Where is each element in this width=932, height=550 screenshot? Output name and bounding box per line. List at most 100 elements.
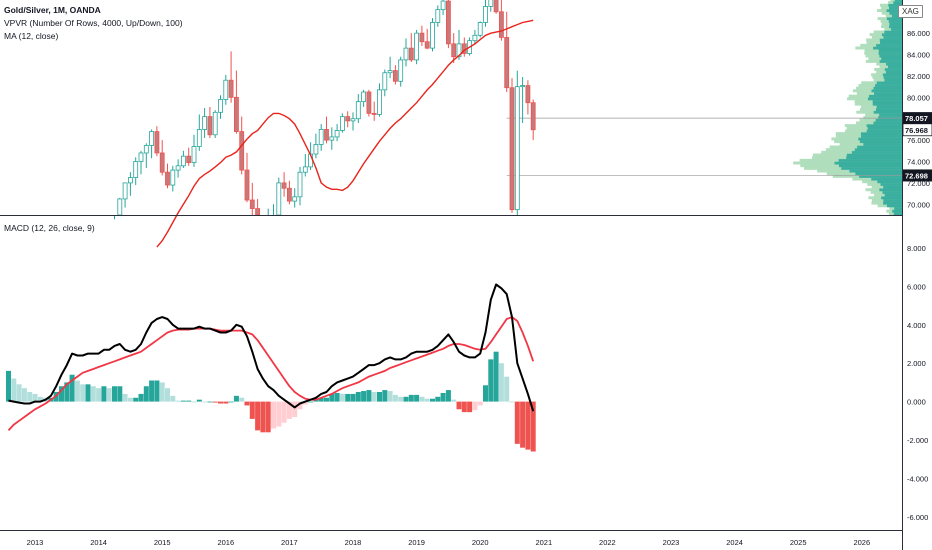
- volume-profile-up-row: [846, 156, 902, 160]
- price-axis-label: 70.000: [907, 200, 930, 209]
- candle-body: [483, 6, 488, 23]
- vpvr-legend[interactable]: VPVR (Number Of Rows, 4000, Up/Down, 100…: [4, 18, 183, 28]
- time-axis-label: 2019: [408, 538, 425, 547]
- time-axis-label: 2018: [345, 538, 362, 547]
- volume-profile-up-row: [884, 67, 902, 71]
- candle-body: [525, 85, 531, 104]
- volume-profile-up-row: [834, 161, 902, 165]
- symbol-legend[interactable]: Gold/Silver, 1M, OANDA: [4, 5, 101, 15]
- volume-profile-up-row: [854, 148, 902, 152]
- macd-histogram-bar: [461, 401, 467, 413]
- volume-profile-up-row: [866, 124, 902, 128]
- candle-body: [196, 129, 202, 147]
- macd-histogram-bar: [218, 401, 223, 404]
- macd-histogram-bar: [223, 401, 229, 404]
- volume-profile-up-row: [866, 129, 902, 133]
- volume-profile-up-row: [860, 134, 902, 138]
- macd-histogram-bar: [180, 400, 186, 402]
- candle-body: [324, 129, 329, 141]
- macd-histogram-bar: [228, 401, 234, 403]
- macd-histogram-bar: [276, 401, 282, 427]
- macd-histogram-bar: [143, 386, 149, 402]
- macd-legend[interactable]: MACD (12, 26, close, 9): [4, 223, 95, 233]
- time-axis-label: 2015: [154, 538, 171, 547]
- candle-body: [239, 131, 245, 171]
- volume-profile-up-row: [873, 86, 902, 90]
- macd-histogram-bar: [509, 401, 515, 403]
- macd-histogram-bar: [27, 392, 33, 402]
- macd-histogram-bar: [297, 401, 303, 410]
- price-axis-label: 76.000: [907, 136, 930, 145]
- macd-histogram-bar: [239, 397, 245, 402]
- macd-histogram-bar: [504, 376, 510, 402]
- volume-profile-up-row: [886, 17, 902, 21]
- macd-histogram-bar: [170, 395, 176, 402]
- time-axis-label: 2023: [663, 538, 680, 547]
- macd-axis-label: 2.000: [907, 359, 926, 368]
- macd-histogram-bar: [90, 386, 96, 402]
- candle-body: [424, 41, 430, 49]
- volume-profile-up-row: [846, 153, 902, 157]
- macd-axis-label: 0.000: [907, 398, 926, 407]
- macd-axis-label: 4.000: [907, 321, 926, 330]
- macd-histogram-bar: [456, 401, 462, 410]
- time-axis-bg: [0, 531, 902, 550]
- macd-histogram-bar: [445, 390, 451, 402]
- candle-body: [419, 32, 425, 43]
- macd-histogram-bar: [260, 401, 266, 433]
- candle-body: [207, 116, 213, 136]
- candle-body: [202, 116, 208, 130]
- macd-lines: [7, 283, 535, 432]
- volume-profile-up-row: [880, 41, 902, 45]
- macd-histogram-bar: [414, 394, 420, 402]
- candle-body: [318, 129, 324, 145]
- candle-body: [313, 144, 319, 155]
- volume-profile-up-row: [889, 6, 902, 10]
- volume-profile-up-row: [882, 73, 902, 77]
- volume-profile-up-row: [873, 91, 902, 95]
- macd-histogram-bar: [313, 399, 319, 402]
- macd-histogram-bar: [265, 401, 271, 433]
- macd-histogram-bar: [186, 400, 192, 402]
- price-axis-label: 84.000: [907, 51, 930, 60]
- macd-histogram-bar: [249, 401, 255, 419]
- candlestick-series: [114, 0, 536, 220]
- ma-legend[interactable]: MA (12, close): [4, 31, 59, 41]
- volume-profile-up-row: [860, 132, 902, 136]
- macd-histogram-bar: [435, 396, 441, 402]
- macd-histogram-bar: [477, 401, 483, 406]
- macd-histogram-bar: [101, 386, 107, 402]
- price-axis-label: 82.000: [907, 72, 930, 81]
- candle-body: [451, 43, 457, 58]
- macd-histogram-bar: [207, 401, 213, 403]
- candle-body: [276, 182, 282, 216]
- volume-profile-up-row: [882, 190, 902, 194]
- macd-axis-label: 8.000: [907, 244, 926, 253]
- macd-histogram-bar: [59, 386, 64, 402]
- volume-profile-up-row: [881, 196, 902, 200]
- volume-profile-up-row: [855, 172, 902, 176]
- volume-profile-up-row: [883, 35, 902, 39]
- candle-body: [514, 86, 520, 211]
- candle-body: [520, 85, 525, 88]
- macd-histogram-bar: [21, 388, 27, 402]
- macd-histogram-bar: [302, 401, 308, 405]
- volume-profile-up-row: [871, 89, 902, 93]
- time-axis-label: 2017: [281, 538, 298, 547]
- candle-body: [249, 199, 255, 209]
- candle-body: [408, 47, 414, 61]
- volume-profile-up-row: [891, 27, 902, 31]
- volume-profile-up-row: [881, 57, 902, 61]
- macd-histogram-bar: [117, 386, 123, 402]
- ma12-line: [156, 19, 534, 248]
- candle-body: [281, 182, 287, 189]
- macd-histogram-bar: [377, 392, 382, 402]
- volume-profile-up-row: [878, 49, 902, 53]
- macd-histogram-bar: [202, 401, 208, 403]
- volume-profile-up-row: [879, 38, 902, 42]
- price-tag-bg: [903, 169, 932, 182]
- volume-profile-up-row: [841, 166, 902, 170]
- price-axis-label: 80.000: [907, 93, 930, 102]
- volume-profile-up-row: [876, 43, 902, 47]
